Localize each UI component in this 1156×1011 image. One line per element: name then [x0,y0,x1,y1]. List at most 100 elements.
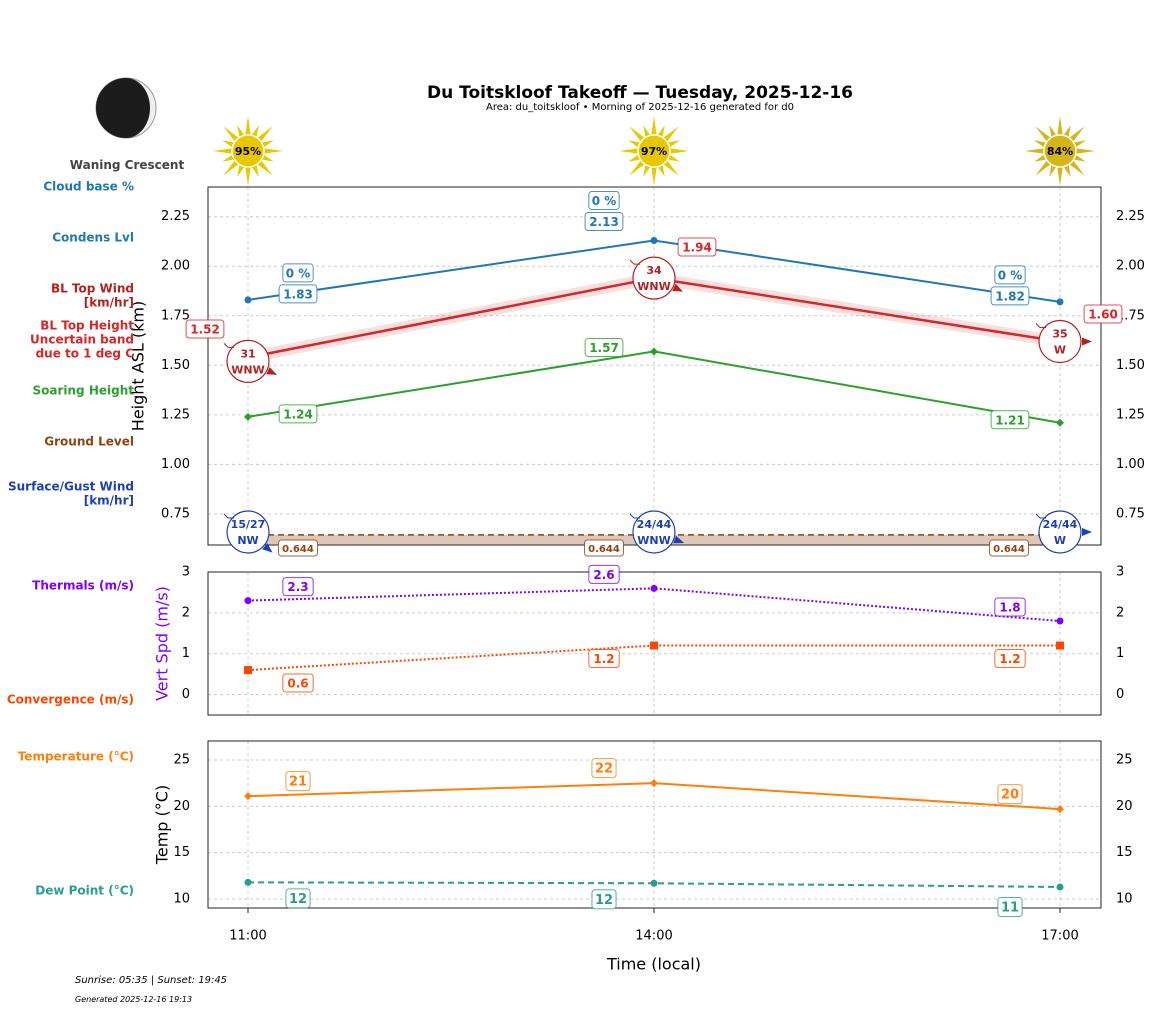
sun-icon [1025,116,1095,186]
y-tick-label-right: 2 [1116,605,1124,620]
temp-value-label-box [591,889,617,910]
surface-wind-circle [226,510,270,554]
y-tick-label: 1 [182,646,190,661]
sun-disc [637,134,671,168]
legend-label: Temperature (°C) [18,750,134,764]
y-tick-label: 3 [182,565,190,580]
bl-top-wind-circle [1038,319,1082,364]
y-tick-label-right: 1.00 [1116,457,1145,472]
y-tick-label-right: 20 [1116,799,1133,814]
legend-label: Soaring Height [33,384,135,398]
surface-wind-speed: 15/27 [231,518,266,531]
wind-arrow-icon [672,283,684,292]
temp-value-label: 11 [1001,900,1019,915]
temp-value-label: 12 [595,893,613,908]
legend-label: Cloud base % [43,180,134,194]
surface-wind-speed: 24/44 [637,518,672,531]
wind-arrow-icon [1082,337,1092,346]
vert-speed-label-box [282,673,314,693]
x-tick-label: 11:00 [229,929,266,944]
wind-barb-icon [629,259,640,265]
temp-value-label-box [591,758,617,779]
ground-value-label: 0.644 [588,544,620,555]
chart-subtitle: Area: du_toitskloof • Morning of 2025-12… [485,102,795,113]
legend-label: Dew Point (°C) [35,884,134,898]
soaring-value-label: 1.57 [589,341,619,355]
bl-top-value-label: 1.94 [682,241,712,255]
y-tick-label: 1.25 [161,407,190,422]
legend-label: [km/hr] [84,494,134,508]
x-tick-label: 17:00 [1041,929,1078,944]
wind-barb-icon [223,343,234,348]
sun-disc [231,134,265,168]
bl-top-value-label-box [677,237,717,257]
vert-speed-label-box [282,577,314,597]
y-tick-label: 0 [182,687,190,702]
condens-value-label-box [990,286,1030,306]
y-tick-label-right: 10 [1116,892,1133,907]
data-point [244,412,252,421]
vert-speed-label-box [588,649,620,669]
cloud-base-label-box [282,263,314,283]
legend-label: Surface/Gust Wind [8,480,134,494]
temp-value-label-box [997,784,1023,805]
surface-wind-circle [632,510,676,554]
y-tick-label-right: 2.25 [1116,209,1145,224]
wind-arrow-icon [262,543,273,553]
bl-top-value-label-box [185,319,225,339]
y-tick-label-right: 1.75 [1116,308,1145,323]
legend-label: Convergence (m/s) [7,693,134,707]
y-axis-label: Temp (°C) [153,785,172,865]
y-tick-label-right: 2.00 [1116,259,1145,274]
temp-value-label: 21 [289,775,307,790]
data-point [1056,298,1064,306]
y-tick-label-right: 1 [1116,646,1124,661]
data-point [1056,883,1064,891]
ground-value-label-box [584,539,624,557]
data-point [1056,805,1064,814]
bl-top-wind-speed: 35 [1052,328,1067,341]
sun-percent-label: 97% [641,145,667,158]
data-point [244,792,252,801]
y-tick-label: 15 [173,845,190,860]
series-line-dew-point-c- [247,881,1061,888]
y-tick-label-right: 25 [1116,752,1133,767]
sun-icon [619,116,689,186]
moon-phase-label: Waning Crescent [69,158,185,172]
y-tick-label: 0.75 [161,506,190,521]
vert-speed-label: 2.3 [287,580,308,594]
wind-barb-icon [1035,323,1046,329]
bl-top-wind-circle [226,339,270,383]
bl-top-wind-direction: WNW [637,280,670,293]
condens-value-label: 2.13 [589,215,619,229]
soaring-value-label-box [584,337,624,357]
y-tick-label-right: 0.75 [1116,506,1145,521]
legend-label: [km/hr] [84,296,134,310]
cloud-base-label: 0 % [592,194,617,208]
surface-wind-circle [1038,510,1082,554]
sun-disc [1043,134,1077,168]
sun-percent-label: 95% [235,145,261,158]
surface-wind-speed: 24/44 [1043,518,1078,531]
cloud-base-label-box [588,190,620,210]
vert-speed-label-box [588,564,620,584]
y-axis-label: Height ASL (km) [129,301,148,431]
vert-speed-label: 2.6 [593,568,614,582]
legend-label: Thermals (m/s) [32,579,134,593]
y-tick-label-right: 15 [1116,845,1133,860]
soaring-value-label: 1.24 [283,407,313,421]
condens-value-label: 1.82 [995,289,1025,303]
y-tick-label-right: 0 [1116,687,1124,702]
legend-label: BL Top Height [40,319,134,333]
temp-value-label: 20 [1001,788,1019,803]
data-point [244,597,252,605]
y-axis-label: Vert Spd (m/s) [153,586,172,701]
sun-icon [213,116,283,186]
wind-barb-icon [1035,513,1046,519]
surface-wind-direction: NW [237,534,258,547]
y-tick-label-right: 1.25 [1116,407,1145,422]
vert-speed-label: 1.2 [999,652,1020,666]
y-tick-label: 2.00 [161,259,190,274]
condens-value-label-box [278,284,318,304]
